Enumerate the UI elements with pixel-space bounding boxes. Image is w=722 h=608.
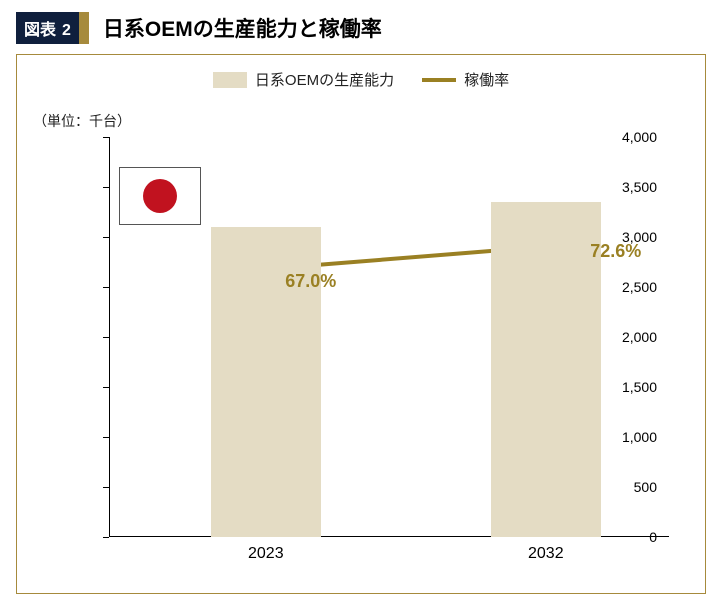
y-tick [103,237,109,238]
y-tick-label: 4,000 [597,129,657,145]
figure-title: 日系OEMの生産能力と稼働率 [103,13,382,43]
chart-frame: 日系OEMの生産能力 稼働率 （単位：千台） 0 500 1,000 1,500 2,0… [16,54,706,594]
y-tick [103,537,109,538]
figure-badge: 図表 2 [16,12,89,44]
y-tick-label: 2,000 [597,329,657,345]
y-tick-label: 500 [597,479,657,495]
y-tick-label: 0 [597,529,657,545]
legend-line: 稼働率 [422,69,509,90]
y-tick [103,337,109,338]
rate-label-2032: 72.6% [590,241,641,262]
y-tick [103,437,109,438]
figure-badge-label: 図表 [24,16,56,40]
y-tick [103,137,109,138]
legend-line-swatch [422,78,456,82]
y-tick [103,287,109,288]
legend-bar-label: 日系OEMの生産能力 [255,69,394,90]
legend-line-label: 稼働率 [464,69,509,90]
y-tick-label: 3,500 [597,179,657,195]
rate-label-2023: 67.0% [285,271,336,292]
y-axis-unit: （単位：千台） [33,111,131,131]
legend-bar: 日系OEMの生産能力 [213,69,394,90]
y-tick-label: 1,000 [597,429,657,445]
y-tick-label: 2,500 [597,279,657,295]
figure-badge-number: 2 [62,22,71,40]
y-tick [103,387,109,388]
figure-header: 図表 2 日系OEMの生産能力と稼働率 [16,12,706,44]
plot-area: 05001,0001,5002,0002,5003,0003,5004,0002… [109,137,669,537]
chart-legend: 日系OEMの生産能力 稼働率 [17,69,705,90]
bar-2032 [491,202,601,537]
y-tick [103,187,109,188]
y-tick [103,487,109,488]
x-label-2023: 2023 [248,545,284,563]
legend-bar-swatch [213,72,247,88]
x-label-2032: 2032 [528,545,564,563]
y-tick-label: 1,500 [597,379,657,395]
